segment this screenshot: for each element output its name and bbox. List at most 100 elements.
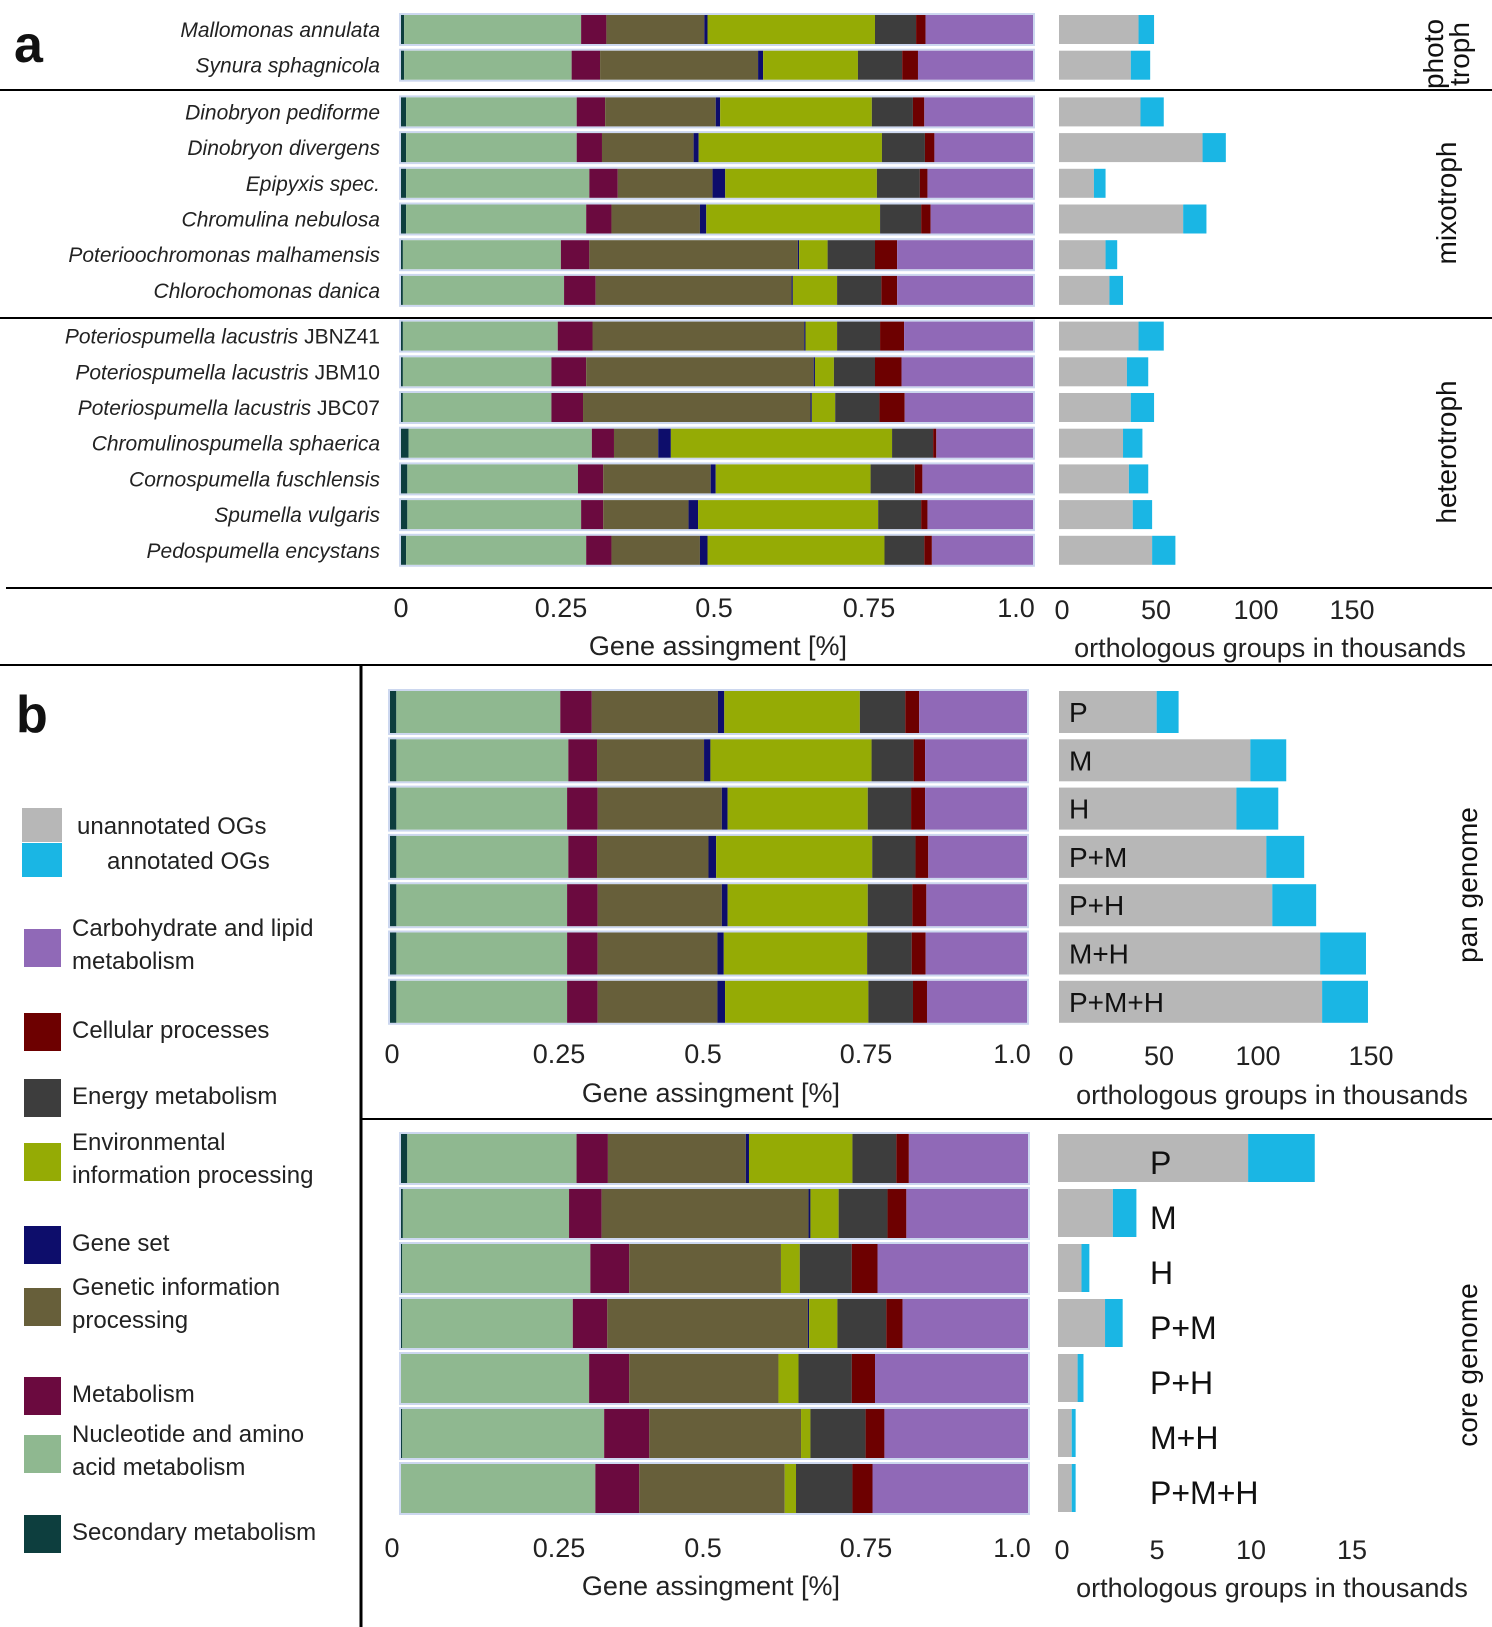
species-bar-segment-genetic	[600, 50, 759, 80]
species-og-bar-annotated	[1138, 321, 1164, 351]
pan-bar-segment-secondary	[390, 980, 397, 1023]
pan-bar-segment-metabolism	[568, 835, 598, 878]
species-bar-segment-genetic	[592, 321, 805, 351]
pan-bar-segment-genetic	[591, 691, 718, 733]
pan-bar-segment-secondary	[390, 884, 397, 927]
species-bar-segment-metabolism	[581, 15, 607, 44]
legend-swatch-nucleotide	[24, 1435, 61, 1473]
core-bar-segment-secondary	[401, 1299, 403, 1348]
legend-swatch-energy	[24, 1079, 61, 1117]
pan-bar-segment-metabolism	[567, 787, 598, 830]
core-bar-segment-environmental	[801, 1409, 811, 1458]
species-bar-segment-energy	[892, 428, 934, 458]
species-og-bar-annotated	[1202, 133, 1226, 163]
species-label: Chromulinospumella sphaerica	[92, 433, 380, 456]
species-bar-segment-nucleotide	[406, 204, 587, 234]
pan-bar-segment-nucleotide	[396, 835, 569, 878]
core-bar-segment-nucleotide	[401, 1354, 590, 1403]
species-bar-segment-genetic	[603, 464, 711, 494]
panel-a-stacked-tick-label: 0.25	[535, 593, 588, 623]
pan-og-bar-annotated	[1156, 691, 1179, 733]
pan-bar-segment-cellular	[912, 884, 927, 927]
core-bar-segment-secondary	[401, 1134, 408, 1183]
core-og-bars: PMH P+M P+H M+H P+M+H	[1058, 1134, 1315, 1512]
species-bar-segment-genetic	[611, 204, 700, 234]
pan-bar-segment-secondary	[390, 691, 397, 733]
species-bar-segment-secondary	[401, 133, 407, 163]
core-bar-segment-environmental	[810, 1189, 839, 1238]
species-bar-segment-carbohydrate	[925, 15, 1033, 44]
pan-bar-segment-nucleotide	[396, 980, 568, 1023]
species-og-bar-unannotated	[1059, 133, 1203, 163]
core-og-ticks: 0 5 10 15	[1054, 1535, 1367, 1565]
species-bar-segment-energy	[857, 50, 903, 80]
species-bar-segment-nucleotide	[406, 97, 577, 127]
pan-bar-segment-energy	[867, 787, 912, 830]
pan-bar-segment-nucleotide	[396, 932, 568, 975]
legend-swatch-unannotated	[22, 808, 62, 842]
species-og-bar-annotated	[1152, 535, 1176, 565]
species-bar-segment-metabolism	[564, 275, 596, 305]
legend-label-unannotated: unannotated OGs	[77, 813, 266, 840]
species-bar-segment-metabolism	[557, 321, 593, 351]
core-bar-segment-geneset	[808, 1189, 811, 1238]
core-bar-segment-carbohydrate	[906, 1189, 1028, 1238]
pan-bar-frame	[388, 689, 1029, 735]
species-bar-segment-geneset	[658, 428, 671, 458]
species-name: Poteriospumella lacustris	[75, 361, 309, 384]
pan-bar-segment-cellular	[915, 835, 929, 878]
pan-bar-segment-environmental	[725, 980, 869, 1023]
panel-a-og-tick-label: 100	[1233, 595, 1278, 625]
core-bar-segment-carbohydrate	[902, 1299, 1028, 1348]
core-bar-segment-genetic	[607, 1299, 808, 1348]
species-bar-segment-geneset	[710, 464, 716, 494]
species-label: Chromulina nebulosa	[182, 209, 380, 232]
pan-og-bar-unannotated	[1059, 835, 1267, 878]
species-label: Poteriospumella lacustris JBC07	[78, 397, 380, 420]
species-bar-segment-energy	[871, 97, 913, 127]
species-name: Synura sphagnicola	[196, 55, 380, 78]
pan-combination-label: H	[1069, 794, 1089, 825]
species-name: Poteriospumella lacustris	[65, 326, 299, 349]
panel-a-stacked-tick-label: 0.75	[843, 593, 896, 623]
species-og-bar-unannotated	[1059, 168, 1094, 198]
species-bar-segment-nucleotide	[406, 133, 577, 163]
species-name: Poteriospumella lacustris	[78, 397, 312, 420]
species-bar-segment-genetic	[595, 275, 792, 305]
species-label: Synura sphagnicola	[196, 55, 380, 78]
pan-bar-frame	[388, 833, 1029, 880]
species-bar-segment-secondary	[401, 464, 408, 494]
pan-og-bar-annotated	[1250, 739, 1287, 782]
species-og-bar-annotated	[1130, 393, 1155, 422]
species-bar-segment-geneset	[704, 15, 708, 44]
trophic-group-label: heterotroph	[1431, 380, 1462, 523]
species-bar-segment-geneset	[758, 50, 764, 80]
species-name: Epipyxis spec.	[246, 173, 380, 196]
species-bar-segment-nucleotide	[407, 464, 578, 494]
pan-stacked-bars	[388, 689, 1029, 1025]
pan-bar-segment-cellular	[905, 691, 920, 733]
species-bar-segment-secondary	[401, 204, 407, 234]
pan-stacked-tick-label: 1.0	[993, 1039, 1031, 1069]
core-bar-segment-genetic	[607, 1134, 746, 1183]
core-bar-segment-energy	[810, 1409, 866, 1458]
core-bar-segment-energy	[852, 1134, 897, 1183]
species-bar-segment-genetic	[589, 240, 798, 270]
species-bar-segment-cellular	[879, 393, 905, 422]
species-bar-segment-carbohydrate	[922, 464, 1033, 494]
core-bar-segment-carbohydrate	[872, 1464, 1028, 1513]
core-bar-segment-energy	[838, 1189, 888, 1238]
species-bar-segment-metabolism	[560, 240, 590, 270]
species-bar-segment-metabolism	[589, 168, 618, 198]
species-labels: Mallomonas annulata Synura sphagnicola Din…	[65, 19, 381, 563]
species-og-bar-annotated	[1126, 357, 1149, 387]
species-bar-segment-metabolism	[551, 393, 584, 422]
species-bar-segment-secondary	[401, 500, 408, 530]
pan-bar-frame	[388, 882, 1029, 929]
pan-bar-segment-geneset	[721, 787, 728, 830]
species-label: Dinobryon pediforme	[185, 101, 380, 124]
legend-swatch-environmental	[24, 1143, 61, 1181]
pan-bar-segment-carbohydrate	[925, 739, 1027, 782]
panel-a-stacked-ticks: 0 0.25 0.5 0.75 1.0	[393, 593, 1034, 623]
core-stacked-tick-label: 0.5	[684, 1533, 722, 1563]
